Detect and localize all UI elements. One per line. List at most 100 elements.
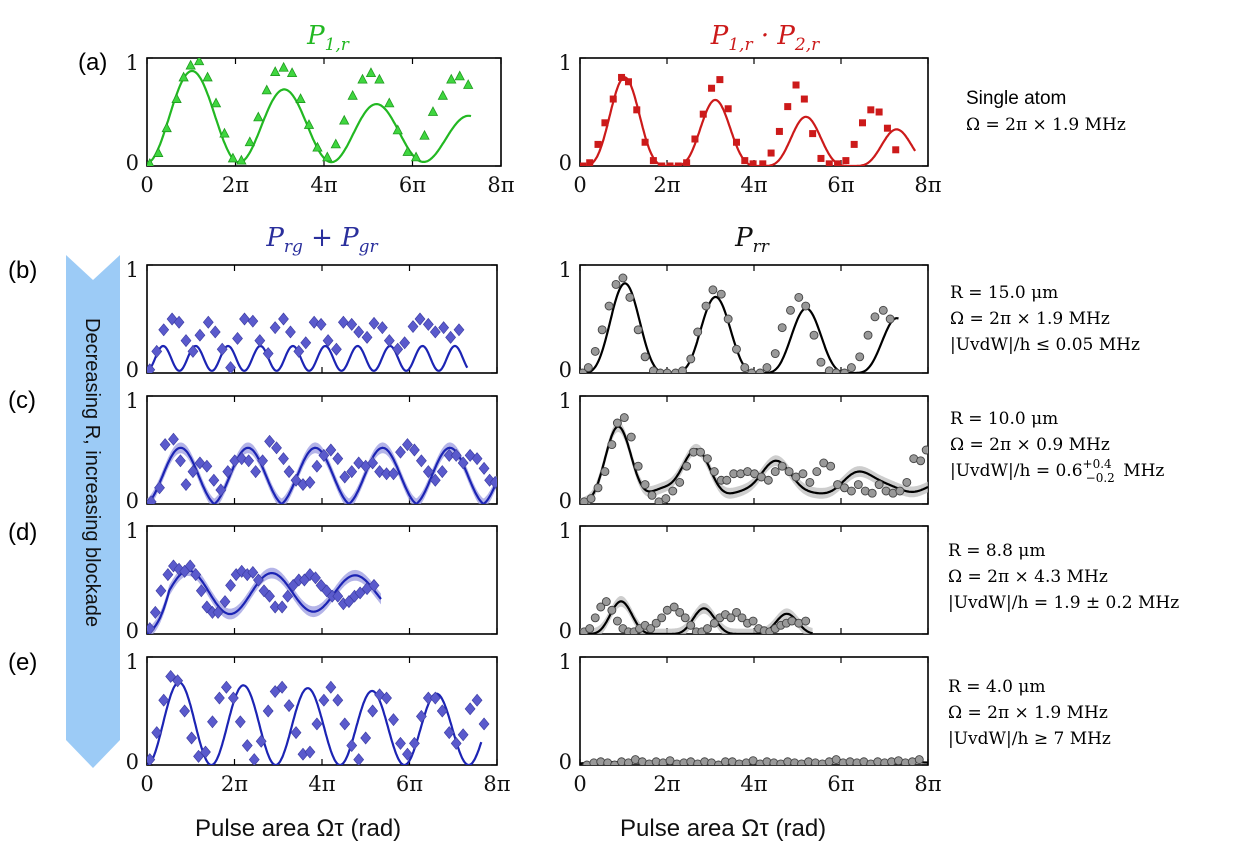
x-tick-label: 4π [740, 772, 767, 796]
plot-area [147, 58, 474, 166]
data-point [209, 325, 221, 339]
data-point [800, 95, 808, 103]
plot-area [580, 755, 928, 765]
plot-area [147, 432, 497, 504]
data-point [583, 363, 593, 373]
data-point [640, 480, 650, 490]
data-point [853, 480, 863, 490]
data-point [640, 352, 650, 362]
axes-frame [146, 264, 498, 374]
x-tick-label: 6π [827, 772, 854, 796]
data-point [722, 475, 732, 485]
data-point [186, 731, 197, 745]
title-a-right: P1,r · P2,r [710, 21, 820, 55]
data-point [817, 154, 825, 162]
data-point [415, 454, 427, 468]
data-point [253, 573, 264, 587]
data-point [153, 147, 164, 157]
data-point [708, 285, 718, 295]
data-point [657, 613, 667, 623]
data-point [399, 336, 411, 350]
data-point [801, 301, 811, 311]
data-point [858, 119, 866, 127]
data-point [262, 347, 274, 361]
data-point [388, 713, 399, 727]
data-point [596, 602, 606, 612]
data-point [867, 106, 875, 114]
data-point [215, 483, 227, 497]
annotation-line: R = 8.8 μm [948, 541, 1045, 561]
data-point [415, 709, 427, 723]
data-point [792, 81, 800, 89]
x-tick-label: 4π [740, 173, 767, 197]
data-point [278, 452, 289, 466]
data-point [668, 486, 678, 496]
data-point [330, 138, 341, 149]
data-point [346, 465, 358, 479]
data-point [402, 747, 413, 761]
data-point [187, 344, 199, 358]
data-point [239, 312, 250, 326]
data-point [618, 273, 628, 283]
data-point [777, 323, 787, 333]
data-point [701, 301, 711, 311]
data-point [290, 726, 302, 740]
data-point [339, 717, 351, 731]
data-point [283, 699, 295, 713]
data-point [392, 342, 404, 356]
plot-a-left: 0 2π 4π 6π 8π 0 1 [126, 51, 515, 197]
plot-area [147, 669, 490, 765]
data-point [219, 127, 230, 138]
data-point [214, 691, 225, 705]
data-point [165, 669, 177, 683]
data-point [410, 151, 422, 162]
annotation-line: Ω = 2π × 1.9 MHz [950, 309, 1110, 329]
title-b-right: Prr [734, 223, 770, 257]
data-point [149, 605, 161, 619]
plot-area [580, 413, 928, 504]
data-point [409, 443, 420, 457]
data-point [253, 111, 264, 122]
data-point [290, 473, 302, 487]
data-point [716, 76, 724, 84]
data-point [383, 334, 395, 348]
data-point [353, 325, 365, 339]
plot-c-left: 01 [126, 389, 498, 513]
plot-d-left: 01 [126, 519, 498, 643]
data-point [184, 559, 196, 573]
plot-area [147, 312, 469, 373]
data-point [402, 438, 413, 452]
y-tick-label: 1 [126, 650, 139, 674]
data-point [478, 461, 490, 475]
plot-area [147, 559, 382, 634]
data-point [285, 325, 296, 339]
annotation-line: Ω = 2π × 0.9 MHz [950, 435, 1110, 455]
plot-area [580, 73, 917, 166]
data-point [241, 739, 253, 753]
data-point [777, 461, 787, 471]
data-point [304, 745, 316, 759]
data-point [619, 413, 629, 423]
data-point [443, 726, 455, 740]
data-point [609, 95, 617, 103]
data-point [675, 477, 685, 487]
data-point [225, 361, 236, 373]
data-point [227, 691, 239, 705]
data-point [741, 157, 749, 165]
data-point [269, 685, 281, 699]
data-point [247, 314, 259, 328]
data-point [376, 321, 388, 335]
data-point [159, 438, 171, 452]
data-point [422, 465, 434, 479]
data-point [646, 624, 656, 634]
data-point [633, 325, 643, 335]
data-point [250, 465, 262, 479]
data-point [419, 129, 430, 140]
data-point [747, 368, 757, 373]
data-point [732, 138, 740, 146]
panel-label-c: (c) [8, 387, 36, 414]
data-point [885, 314, 895, 324]
x-tick-label: 6π [396, 772, 423, 796]
fit-curve [580, 425, 928, 504]
